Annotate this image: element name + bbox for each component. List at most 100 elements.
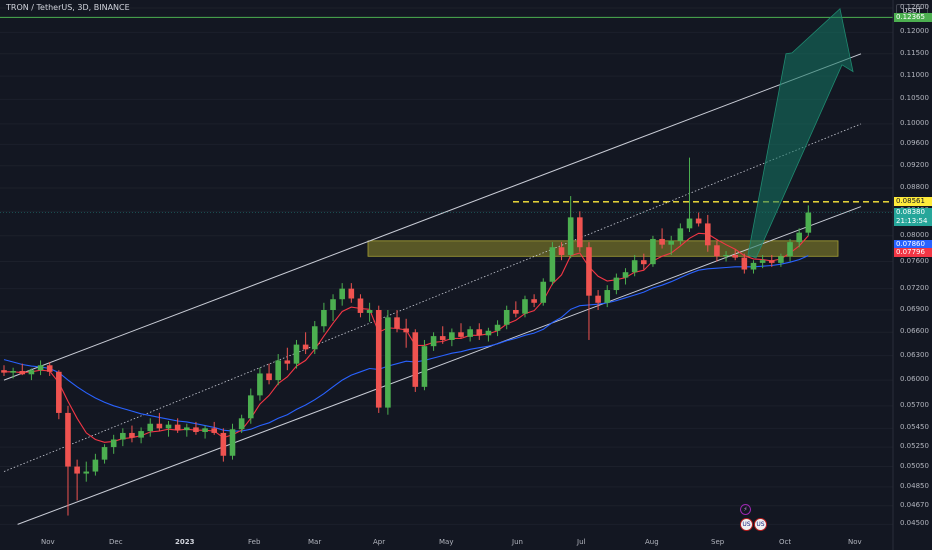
candle-up (184, 423, 190, 437)
candle-body (750, 262, 757, 270)
candle-body (586, 247, 592, 296)
candle-countdown-badge: 21:13:54 (894, 217, 932, 227)
candle-body (503, 310, 510, 325)
price-axis-label: 0.05700 (900, 400, 929, 409)
candle-up (28, 368, 35, 381)
candle-body (202, 428, 208, 433)
candle-up (120, 428, 126, 447)
candle-up (449, 328, 455, 347)
candle-body (604, 290, 611, 303)
candle-up (101, 444, 108, 464)
time-axis-label: Feb (248, 538, 261, 546)
candle-up (430, 332, 437, 351)
candle-body (787, 242, 793, 257)
candle-body (531, 299, 537, 303)
candle-down (74, 459, 80, 501)
candle-down (439, 326, 446, 344)
candle-up (202, 425, 208, 439)
candle-body (357, 298, 364, 313)
candle-body (65, 412, 71, 467)
candle-body (723, 254, 729, 257)
candle-body (229, 429, 236, 456)
candle-down (19, 363, 26, 376)
candle-down (174, 418, 181, 433)
candle-body (1, 370, 7, 373)
price-axis-label: 0.11500 (900, 48, 929, 57)
candle-body (650, 238, 656, 265)
candle-up (631, 254, 638, 277)
price-axis-label: 0.05250 (900, 442, 929, 451)
ma-slow-badge: 0.07860 (894, 240, 932, 250)
candle-down (558, 242, 565, 261)
candle-body (375, 310, 382, 408)
candle-up (723, 251, 729, 262)
candle-up (604, 285, 611, 308)
candle-up (421, 339, 428, 391)
candle-body (476, 329, 483, 336)
candle-down (586, 242, 592, 340)
candle-body (732, 254, 738, 258)
candle-up (686, 157, 693, 233)
candle-down (412, 329, 419, 392)
candle-up (485, 327, 492, 342)
candle-body (467, 329, 473, 337)
time-axis-label: 2023 (175, 538, 195, 546)
candle-up (229, 423, 236, 460)
candle-body (439, 336, 446, 340)
candle-body (366, 310, 373, 313)
candle-down (403, 318, 409, 348)
us-flag-icon[interactable]: US (754, 518, 767, 531)
candle-body (385, 317, 391, 408)
horizontal-levels (0, 16, 893, 213)
candle-body (549, 247, 556, 282)
candle-body (741, 257, 748, 270)
time-axis-label: Nov (41, 538, 55, 546)
candle-up (165, 421, 172, 437)
candle-body (567, 217, 574, 255)
candle-body (293, 344, 300, 364)
candle-body (174, 424, 181, 431)
support-zone-rect (367, 240, 839, 257)
candle-up (567, 196, 574, 259)
candle-body (686, 218, 693, 229)
candle-body (513, 310, 519, 314)
candle-body (430, 336, 437, 347)
candle-body (46, 365, 53, 372)
us-flag-icon[interactable]: US (740, 518, 753, 531)
price-axis-label: 0.08800 (900, 183, 929, 191)
candle-down (56, 370, 62, 420)
price-axis-label: 0.12600 (900, 2, 929, 11)
candle-body (211, 428, 218, 433)
candle-up (247, 388, 254, 424)
candle-down (741, 253, 748, 274)
price-axis-label: 0.09200 (900, 160, 929, 169)
candle-up (759, 254, 766, 269)
price-axis-label: 0.08000 (900, 230, 929, 239)
price-axis-label: 0.10000 (900, 118, 929, 127)
candle-body (311, 326, 318, 350)
candle-body (266, 373, 272, 381)
candle-body (56, 371, 62, 413)
candle-down (394, 310, 400, 333)
candle-up (494, 320, 501, 337)
candle-body (714, 245, 720, 257)
price-axis-label: 0.06600 (900, 327, 929, 336)
candle-body (302, 344, 309, 350)
candle-up (622, 268, 629, 285)
candle-up (339, 283, 345, 306)
price-axis-label: 0.12000 (900, 27, 929, 36)
candle-up (796, 228, 802, 248)
candle-body (156, 423, 163, 429)
candle-down (284, 347, 291, 371)
candle-down (732, 249, 738, 261)
candle-body (92, 459, 99, 472)
lightning-icon[interactable]: ⚡ (740, 504, 751, 515)
candlesticks (1, 157, 812, 516)
candle-body (677, 228, 684, 241)
candle-up (37, 360, 44, 376)
candle-down (1, 365, 7, 376)
candle-down (357, 294, 364, 318)
support-zone (367, 240, 839, 257)
candle-down (531, 294, 537, 308)
